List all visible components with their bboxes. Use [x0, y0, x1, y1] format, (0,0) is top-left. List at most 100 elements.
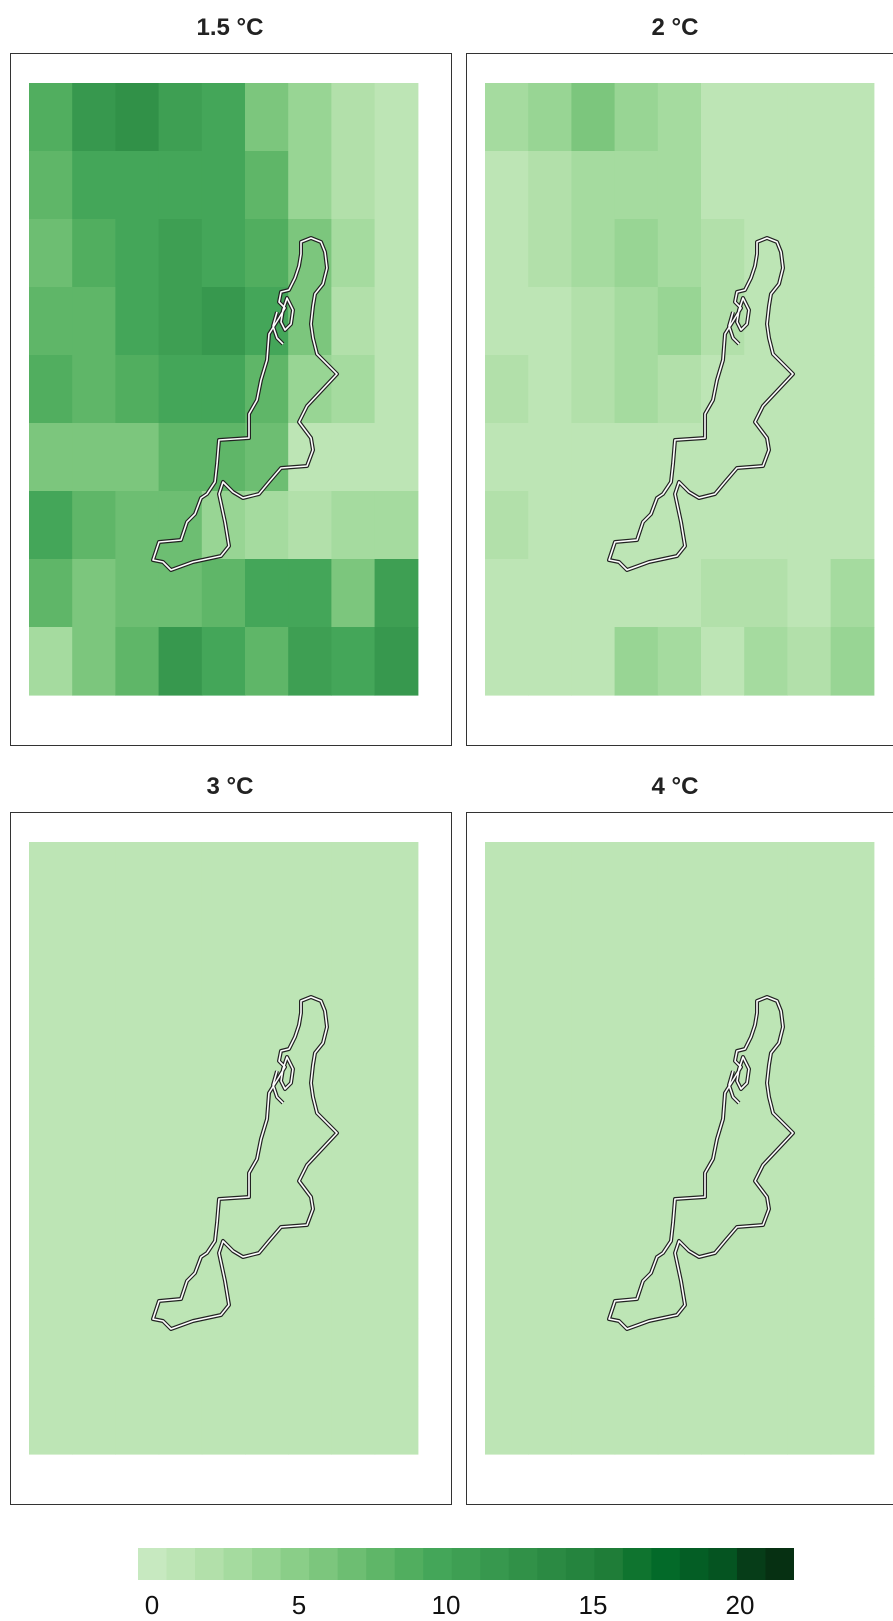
grid-cell [485, 842, 529, 911]
grid-cell [830, 1386, 875, 1455]
grid-cell [331, 423, 376, 492]
grid-cell [528, 1114, 572, 1183]
grid-cell [374, 287, 419, 356]
grid-cell [72, 978, 116, 1047]
grid-cell [29, 559, 73, 628]
grid-cell [29, 910, 73, 979]
grid-cell [830, 491, 875, 560]
grid-cell [201, 219, 246, 288]
grid-cell [571, 1318, 616, 1387]
grid-cell [72, 1250, 116, 1319]
grid-cell [158, 842, 203, 911]
grid-cell [72, 491, 116, 560]
grid-cell [245, 627, 289, 696]
grid-cell [115, 978, 160, 1047]
grid-cell [830, 1182, 875, 1251]
grid-cell [485, 627, 529, 696]
grid-cell [29, 83, 73, 152]
grid-cell [571, 559, 616, 628]
panel-title-2: 2 °C [651, 14, 699, 41]
grid-cell [744, 1250, 788, 1319]
colorbar-tick-label: 10 [431, 1590, 461, 1620]
grid-cell [830, 151, 875, 220]
grid-cell [245, 151, 289, 220]
grid-cell [331, 1182, 376, 1251]
grid-cell [744, 83, 788, 152]
grid-cells [29, 83, 419, 696]
colorbar-tick-label: 15 [578, 1590, 608, 1620]
grid-cell [288, 355, 332, 424]
grid-cell [744, 1114, 788, 1183]
grid-cell [614, 151, 659, 220]
grid-cell [158, 423, 203, 492]
grid-cell [485, 1318, 529, 1387]
colorbar-segment [394, 1548, 424, 1580]
grid-cell [701, 910, 745, 979]
grid-cell [29, 842, 73, 911]
grid-cell [657, 151, 702, 220]
grid-cell [787, 83, 832, 152]
grid-cell [701, 842, 745, 911]
grid-cell [374, 1250, 419, 1319]
grid-cell [374, 842, 419, 911]
grid-cell [614, 978, 659, 1047]
grid-cell [485, 1046, 529, 1115]
grid-cell [830, 1318, 875, 1387]
colorbar-segment [138, 1548, 168, 1580]
grid-cell [701, 627, 745, 696]
grid-cell [830, 842, 875, 911]
colorbar-segment [679, 1548, 709, 1580]
grid-cell [614, 83, 659, 152]
grid-cells [485, 842, 875, 1455]
grid-cell [72, 1386, 116, 1455]
region-outline-inner [152, 237, 338, 571]
grid-cell [331, 1386, 376, 1455]
grid-cell [374, 355, 419, 424]
grid-cell [331, 1318, 376, 1387]
grid-cell [29, 1386, 73, 1455]
grid-cell [485, 559, 529, 628]
grid-cell [245, 842, 289, 911]
grid-cell [528, 978, 572, 1047]
grid-cell [115, 219, 160, 288]
grid-cell [374, 1114, 419, 1183]
grid-cell [787, 627, 832, 696]
colorbar-segment [423, 1548, 453, 1580]
colorbar-tick-label: 5 [291, 1590, 307, 1620]
grid-cell [72, 627, 116, 696]
grid-cell [115, 1046, 160, 1115]
colorbar-segment [736, 1548, 766, 1580]
colorbar-segment [195, 1548, 225, 1580]
grid-cell [158, 491, 203, 560]
grid-cell [485, 151, 529, 220]
grid-cell [657, 1114, 702, 1183]
grid-cell [657, 355, 702, 424]
grid-cell [158, 627, 203, 696]
grid-cell [614, 1114, 659, 1183]
grid-cell [72, 1318, 116, 1387]
grid-cell [830, 978, 875, 1047]
grid-cell [158, 287, 203, 356]
grid-cell [528, 287, 572, 356]
colorbar-tick-label: 0 [144, 1590, 160, 1620]
grid-cell [158, 910, 203, 979]
map-panel-2 [466, 53, 893, 746]
grid-cell [485, 1386, 529, 1455]
grid-cell [701, 978, 745, 1047]
grid-cell [744, 151, 788, 220]
grid-cells [485, 83, 875, 696]
grid-cell [158, 1250, 203, 1319]
grid-cell [115, 559, 160, 628]
grid-cell [29, 978, 73, 1047]
grid-cell [158, 355, 203, 424]
grid-cell [72, 355, 116, 424]
grid-cell [657, 1046, 702, 1115]
grid-cell [614, 1386, 659, 1455]
grid-cell [787, 559, 832, 628]
grid-cell [787, 1250, 832, 1319]
grid-cell [657, 910, 702, 979]
grid-cell [830, 1114, 875, 1183]
grid-cell [744, 910, 788, 979]
grid-cell [614, 1318, 659, 1387]
grid-cell [331, 219, 376, 288]
